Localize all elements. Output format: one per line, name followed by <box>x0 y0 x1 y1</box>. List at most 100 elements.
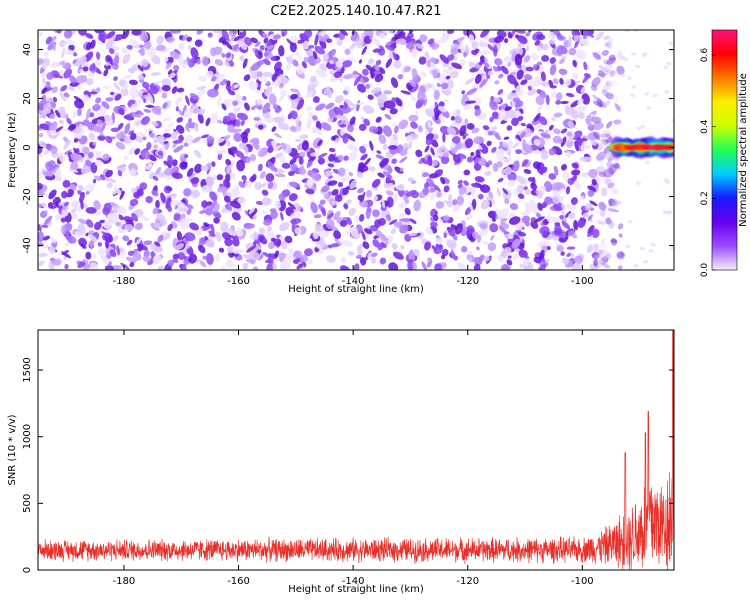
spectrogram-cell <box>386 190 394 196</box>
spectrogram-cell <box>105 240 109 249</box>
spectrogram-cell <box>476 246 480 251</box>
spectrogram-cell <box>165 62 172 70</box>
spectrogram-cell <box>382 143 388 150</box>
spectrogram-cell <box>366 207 372 213</box>
spectrogram-cell <box>105 97 114 102</box>
spectrogram-cell <box>580 86 586 93</box>
spectrogram-cell <box>519 264 524 269</box>
spectrogram-cell <box>123 135 132 144</box>
spectrogram-cell <box>64 149 72 155</box>
spectrogram-cell <box>587 225 594 234</box>
spectrogram-cell <box>314 223 324 232</box>
spectrogram-cell <box>523 168 532 175</box>
spectrogram-cell <box>126 239 133 246</box>
spectrogram-cell <box>594 208 603 215</box>
spectrogram-cell <box>544 196 553 205</box>
spectrogram-cell <box>601 262 611 269</box>
spectrogram-cell <box>535 189 544 197</box>
spectrogram-cell <box>92 104 101 112</box>
spectrogram-cell <box>410 180 417 184</box>
spectrogram-cell <box>60 224 67 235</box>
spectrogram-cell <box>593 261 602 268</box>
spectrogram-cell <box>496 255 505 262</box>
spectrogram-cell <box>457 179 463 185</box>
spectrogram-cell <box>324 193 330 200</box>
spectrogram-cell <box>365 83 371 89</box>
spectrogram-cell <box>297 39 305 44</box>
spectrogram-cell <box>508 173 517 182</box>
snr-y-axis-label: SNR (10 * v/v) <box>7 414 18 485</box>
spectrogram-cell <box>313 214 322 219</box>
spectrogram-cell <box>506 259 513 266</box>
spectrogram-cell <box>466 88 478 96</box>
spectrogram-cell <box>224 238 233 247</box>
spectrogram-cell <box>436 83 441 87</box>
spectrogram-cell <box>496 161 503 168</box>
spectrogram-cell <box>447 30 455 34</box>
spectrogram-cell <box>206 136 215 144</box>
spectrogram-cell <box>129 261 135 268</box>
spectrogram-cell <box>541 43 549 51</box>
spectrogram-cell <box>407 259 415 270</box>
spectrogram-cell <box>161 47 172 54</box>
spectrogram-cell <box>507 32 513 39</box>
spectrogram-cell <box>383 183 390 189</box>
spectrogram-cell <box>389 107 398 115</box>
spectrogram-cell <box>167 223 173 232</box>
spectrogram-cell <box>315 68 327 78</box>
spectrogram-cell <box>136 110 144 116</box>
spectrogram-cell <box>419 34 428 43</box>
spectrogram-cell <box>47 246 56 255</box>
spectrogram-cell <box>39 123 51 131</box>
spectrogram-cell <box>161 92 168 99</box>
spectrogram-cell <box>95 210 102 217</box>
spectrogram-cell <box>307 50 314 56</box>
spectrogram-cell <box>38 140 47 148</box>
spectrogram-cell <box>477 144 483 150</box>
spectrogram-cell <box>64 264 69 270</box>
spectrogram-cell <box>543 129 550 134</box>
spectrogram-cell <box>141 149 151 160</box>
spectrogram-cell <box>527 89 537 96</box>
spectrogram-cell <box>284 235 293 244</box>
spectrogram-cell <box>288 193 298 202</box>
spectrogram-cell <box>71 200 79 209</box>
spectrogram-cell <box>500 218 506 224</box>
spectrogram-cell <box>292 202 301 213</box>
spectrogram-cell <box>487 130 493 136</box>
spectrogram-cell <box>399 218 412 222</box>
spectrogram-cell <box>160 218 168 226</box>
spectrogram-cell <box>397 73 404 80</box>
spectrogram-cell <box>540 82 550 87</box>
spectrogram-cell <box>86 78 94 86</box>
spectrogram-cell <box>258 147 269 158</box>
spectrogram-cell <box>156 35 164 45</box>
spectrogram-cell <box>142 136 147 141</box>
spectrogram-cell <box>400 90 412 95</box>
spectrogram-cell <box>571 162 579 169</box>
spectrogram-cell <box>308 112 314 118</box>
spectrogram-cell <box>118 246 126 258</box>
spectrogram-cell <box>477 40 489 48</box>
spectrogram-cell <box>424 182 430 188</box>
spectrogram-cell <box>424 51 430 60</box>
spectrogram-cell <box>442 68 454 75</box>
spectrogram-cell <box>216 138 225 144</box>
spectrogram-cell <box>609 70 616 77</box>
spectrogram-cell <box>504 198 510 205</box>
spectrogram-cell <box>394 97 403 107</box>
spectrogram-cell <box>394 166 404 174</box>
spectrogram-cell <box>197 113 204 124</box>
spectrogram-cell <box>121 82 130 90</box>
spectrogram-cell <box>111 190 117 195</box>
spectrogram-cell <box>288 170 295 176</box>
spectrogram-cell <box>607 182 615 189</box>
spectrogram-cell <box>190 47 199 59</box>
spectrogram-cell <box>317 152 328 159</box>
spectrogram-cell <box>553 165 559 176</box>
spectrogram-cell <box>205 238 215 248</box>
spectrogram-cell <box>226 139 231 147</box>
spectrogram-cell <box>543 181 553 192</box>
spectrogram-cell <box>480 199 491 210</box>
spectrogram-cell <box>199 260 207 268</box>
